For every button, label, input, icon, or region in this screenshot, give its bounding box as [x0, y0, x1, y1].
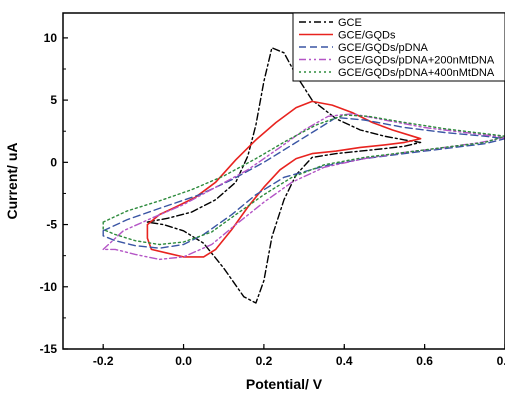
x-tick-label: 0.6	[416, 354, 433, 368]
y-axis: -15 -10 -5 0 5 10	[40, 31, 68, 356]
x-tick-label: 0.4	[336, 354, 353, 368]
curve-group	[102, 47, 505, 304]
series-line-4	[102, 113, 505, 261]
plot-frame	[62, 12, 505, 350]
x-axis: -0.2 0.0 0.2 0.4 0.6 0.8	[93, 344, 505, 368]
y-tick-label: 10	[44, 31, 58, 45]
x-tick-label: 0.0	[175, 354, 192, 368]
x-tick-label: -0.2	[93, 354, 114, 368]
series-line-5	[102, 114, 505, 246]
x-tick-label: 0.8	[497, 354, 505, 368]
series-line-3	[102, 116, 505, 249]
y-tick-label: -5	[46, 218, 57, 232]
x-axis-title: Potential/ V	[246, 376, 323, 392]
legend-box	[292, 12, 505, 82]
series-line-2	[146, 100, 422, 258]
y-tick-label: 5	[50, 93, 57, 107]
legend-label: GCE	[338, 17, 362, 29]
x-tick-label: 0.2	[256, 354, 273, 368]
y-tick-label: 0	[50, 155, 57, 169]
legend-label: GCE/GQDs	[338, 30, 396, 42]
legend: GCEGCE/GQDsGCE/GQDs/pDNAGCE/GQDs/pDNA+20…	[292, 12, 505, 82]
legend-label: GCE/GQDs/pDNA+400nMtDNA	[338, 67, 495, 79]
y-axis-title: Current/ uA	[4, 143, 20, 220]
series-line-1	[146, 47, 422, 304]
y-tick-label: -10	[40, 280, 58, 294]
y-tick-label: -15	[40, 342, 58, 356]
legend-label: GCE/GQDs/pDNA+200nMtDNA	[338, 55, 495, 67]
legend-label: GCE/GQDs/pDNA	[338, 42, 429, 54]
